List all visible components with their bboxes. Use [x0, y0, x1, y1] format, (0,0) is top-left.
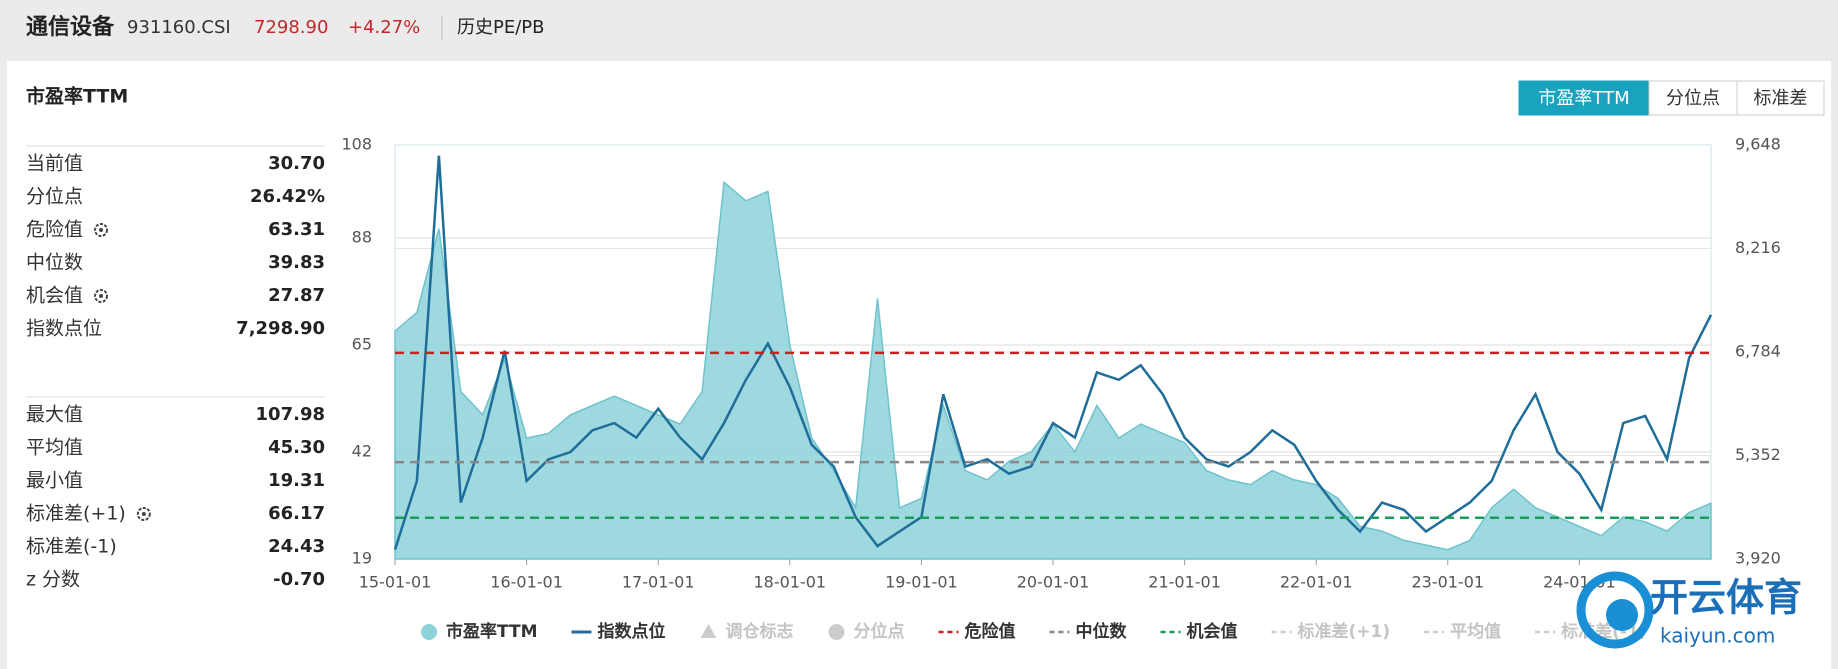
logo-ring: [1576, 571, 1654, 649]
y-tick-label: 42: [352, 442, 372, 461]
y-tick-label: 108: [341, 135, 372, 154]
legend-label[interactable]: 调仓标志: [726, 621, 794, 642]
stat-value: 45.30: [268, 437, 325, 458]
stat-value: 7,298.90: [236, 318, 325, 339]
watermark-brand: 开云体育: [1650, 576, 1802, 620]
chart: 19 42 65 88 108 3,920 5,352 6,784 8,216 9,648 15-0…: [341, 135, 1780, 643]
index-name: 通信设备: [26, 14, 115, 40]
price: 7298.90: [254, 17, 328, 38]
watermark-site: kaiyun.com: [1660, 624, 1775, 648]
legend-label[interactable]: 市盈率TTM: [446, 621, 538, 642]
stat-value: 107.98: [256, 404, 325, 425]
stat-value: 39.83: [268, 252, 325, 273]
tab[interactable]: [1518, 80, 1650, 116]
stats: 当前值 30.70 分位点 26.42% 危险值 63.31 中位数 39.83 机会值 27.8…: [26, 145, 325, 591]
gear-icon[interactable]: [94, 289, 109, 303]
tab[interactable]: [1648, 80, 1738, 116]
change: +4.27%: [348, 17, 420, 38]
x-tick-label: 23-01-01: [1411, 573, 1484, 592]
stat-label: 分位点: [26, 186, 83, 208]
stat-label: 标准差(+1): [26, 503, 126, 525]
legend-label[interactable]: 分位点: [854, 621, 905, 642]
stat-label: 机会值: [26, 285, 83, 307]
index-line: [393, 155, 1713, 550]
legend-label[interactable]: 标准差(+1): [1298, 621, 1391, 642]
card: [7, 61, 1831, 669]
x-tick-label: 18-01-01: [753, 573, 826, 592]
x-tick-label: 19-01-01: [885, 573, 958, 592]
stat-value: 19.31: [268, 470, 325, 491]
tab-label[interactable]: 市盈率TTM: [1538, 88, 1629, 109]
stat-label: 当前值: [26, 153, 83, 175]
x-tick-label: 17-01-01: [622, 573, 695, 592]
gear-hole: [99, 294, 104, 298]
history-link[interactable]: 历史PE/PB: [457, 17, 545, 38]
x-tick-label: 20-01-01: [1017, 573, 1090, 592]
y-tick-label: 19: [352, 549, 372, 568]
x-tick-label: 16-01-01: [490, 573, 563, 592]
tabs: 市盈率TTM 分位点 标准差: [1518, 80, 1825, 116]
stat-label: 标准差(-1): [26, 536, 117, 558]
legend-label[interactable]: 平均值: [1450, 621, 1501, 642]
panel-title: 市盈率TTM: [26, 85, 128, 108]
legend-symbol: [828, 624, 845, 640]
legend-label[interactable]: 指数点位: [598, 621, 666, 642]
tab-label[interactable]: 标准差: [1754, 88, 1808, 109]
stat-label: 最小值: [26, 470, 83, 492]
stat-value: 63.31: [268, 219, 325, 240]
gear-icon[interactable]: [136, 507, 151, 521]
index-code: 931160.CSI: [127, 17, 231, 38]
pe-area: [394, 180, 1712, 560]
legend-symbol: [700, 624, 717, 638]
y2-tick-label: 8,216: [1735, 238, 1781, 257]
stat-label: 最大值: [26, 404, 83, 426]
gear-hole: [99, 228, 104, 232]
y2-tick-label: 5,352: [1735, 445, 1781, 464]
y-tick-label: 88: [352, 228, 372, 247]
stat-value: 66.17: [268, 503, 325, 524]
watermark: 开云体育 kaiyun.com: [1576, 571, 1802, 649]
y2-tick-label: 3,920: [1735, 549, 1781, 568]
stat-label: 危险值: [26, 219, 83, 241]
legend-label[interactable]: 中位数: [1076, 621, 1128, 642]
stat-value: -0.70: [273, 569, 325, 590]
legend-label[interactable]: 机会值: [1187, 621, 1238, 642]
stat-value: 24.43: [268, 536, 325, 557]
stat-value: 30.70: [268, 153, 325, 174]
legend-symbol: [421, 624, 437, 640]
gear-hole: [141, 512, 146, 516]
legend-label[interactable]: 危险值: [964, 621, 1016, 642]
gear-icon[interactable]: [94, 223, 109, 237]
y2-tick-label: 9,648: [1735, 135, 1781, 154]
tab[interactable]: [1736, 80, 1825, 116]
tab-label[interactable]: 分位点: [1666, 88, 1720, 109]
stat-value: 26.42%: [250, 186, 325, 207]
stat-value: 27.87: [268, 285, 325, 306]
stat-label: 中位数: [26, 252, 83, 274]
stat-label: 指数点位: [26, 318, 102, 340]
x-tick-label: 15-01-01: [359, 573, 432, 592]
y2-tick-label: 6,784: [1735, 342, 1781, 361]
x-tick-label: 22-01-01: [1280, 573, 1353, 592]
logo-ball: [1606, 599, 1638, 631]
y-tick-label: 65: [352, 335, 372, 354]
x-tick-label: 21-01-01: [1148, 573, 1221, 592]
stat-label: z 分数: [26, 569, 80, 591]
stat-label: 平均值: [26, 437, 83, 459]
